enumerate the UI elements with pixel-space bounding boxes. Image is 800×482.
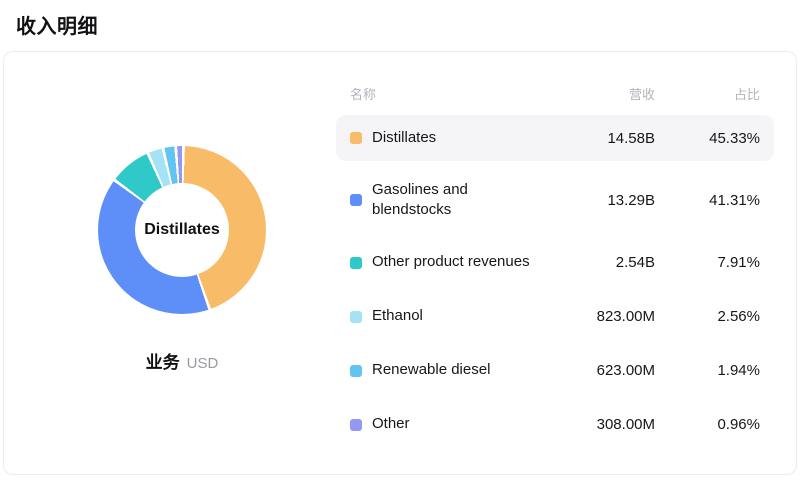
- row-share: 7.91%: [717, 254, 760, 271]
- chart-caption-dimension: 业务: [145, 353, 180, 372]
- table-row-ethanol[interactable]: Ethanol 823.00M 2.56%: [336, 294, 774, 340]
- table-row-other-product[interactable]: Other product revenues 2.54B 7.91%: [336, 240, 774, 286]
- legend-swatch: [350, 132, 362, 144]
- chart-column: Distillates 业务 USD: [28, 74, 336, 456]
- row-name: Distillates: [372, 128, 437, 146]
- row-name: Other: [372, 415, 410, 433]
- legend-swatch: [350, 310, 362, 323]
- row-name: Renewable diesel: [372, 361, 491, 379]
- table-row-other[interactable]: Other 308.00M 0.96%: [336, 402, 774, 448]
- table-row-distillates[interactable]: Distillates 14.58B 45.33%: [336, 115, 774, 161]
- table-row-gasolines[interactable]: Gasolines and blendstocks 13.29B 41.31%: [336, 169, 774, 232]
- row-share: 2.56%: [717, 308, 760, 325]
- legend-swatch: [350, 194, 362, 207]
- table-row-renewable-diesel[interactable]: Renewable diesel 623.00M 1.94%: [336, 348, 774, 394]
- revenue-card: Distillates 业务 USD 名称 营收 占比 Distillates …: [3, 51, 797, 475]
- donut-center-label: Distillates: [144, 221, 220, 238]
- chart-caption: 业务 USD: [146, 348, 219, 373]
- donut-chart[interactable]: Distillates: [98, 146, 266, 314]
- row-revenue: 308.00M: [596, 416, 655, 433]
- row-name: Ethanol: [372, 307, 423, 325]
- row-share: 1.94%: [717, 362, 760, 379]
- legend-swatch: [350, 418, 362, 431]
- chart-caption-unit: USD: [186, 355, 219, 372]
- header-share: 占比: [733, 87, 760, 102]
- legend-swatch: [350, 256, 362, 269]
- row-revenue: 2.54B: [615, 254, 655, 271]
- row-share: 0.96%: [717, 416, 760, 433]
- row-revenue: 623.00M: [596, 362, 655, 379]
- header-name: 名称: [350, 87, 377, 102]
- donut-hole: Distillates: [135, 183, 229, 277]
- header-revenue: 营收: [628, 87, 655, 102]
- row-revenue: 14.58B: [607, 129, 655, 147]
- table-header-row: 名称 营收 占比: [336, 78, 774, 115]
- row-share: 41.31%: [709, 191, 760, 209]
- page-title: 收入明细: [16, 16, 98, 38]
- legend-table: 名称 营收 占比 Distillates 14.58B 45.33% Gasol…: [336, 74, 774, 456]
- row-share: 45.33%: [709, 129, 760, 147]
- legend-swatch: [350, 364, 362, 377]
- row-name: Gasolines and blendstocks: [372, 181, 468, 219]
- row-name: Other product revenues: [372, 253, 530, 271]
- row-revenue: 13.29B: [607, 191, 655, 209]
- row-revenue: 823.00M: [596, 308, 655, 325]
